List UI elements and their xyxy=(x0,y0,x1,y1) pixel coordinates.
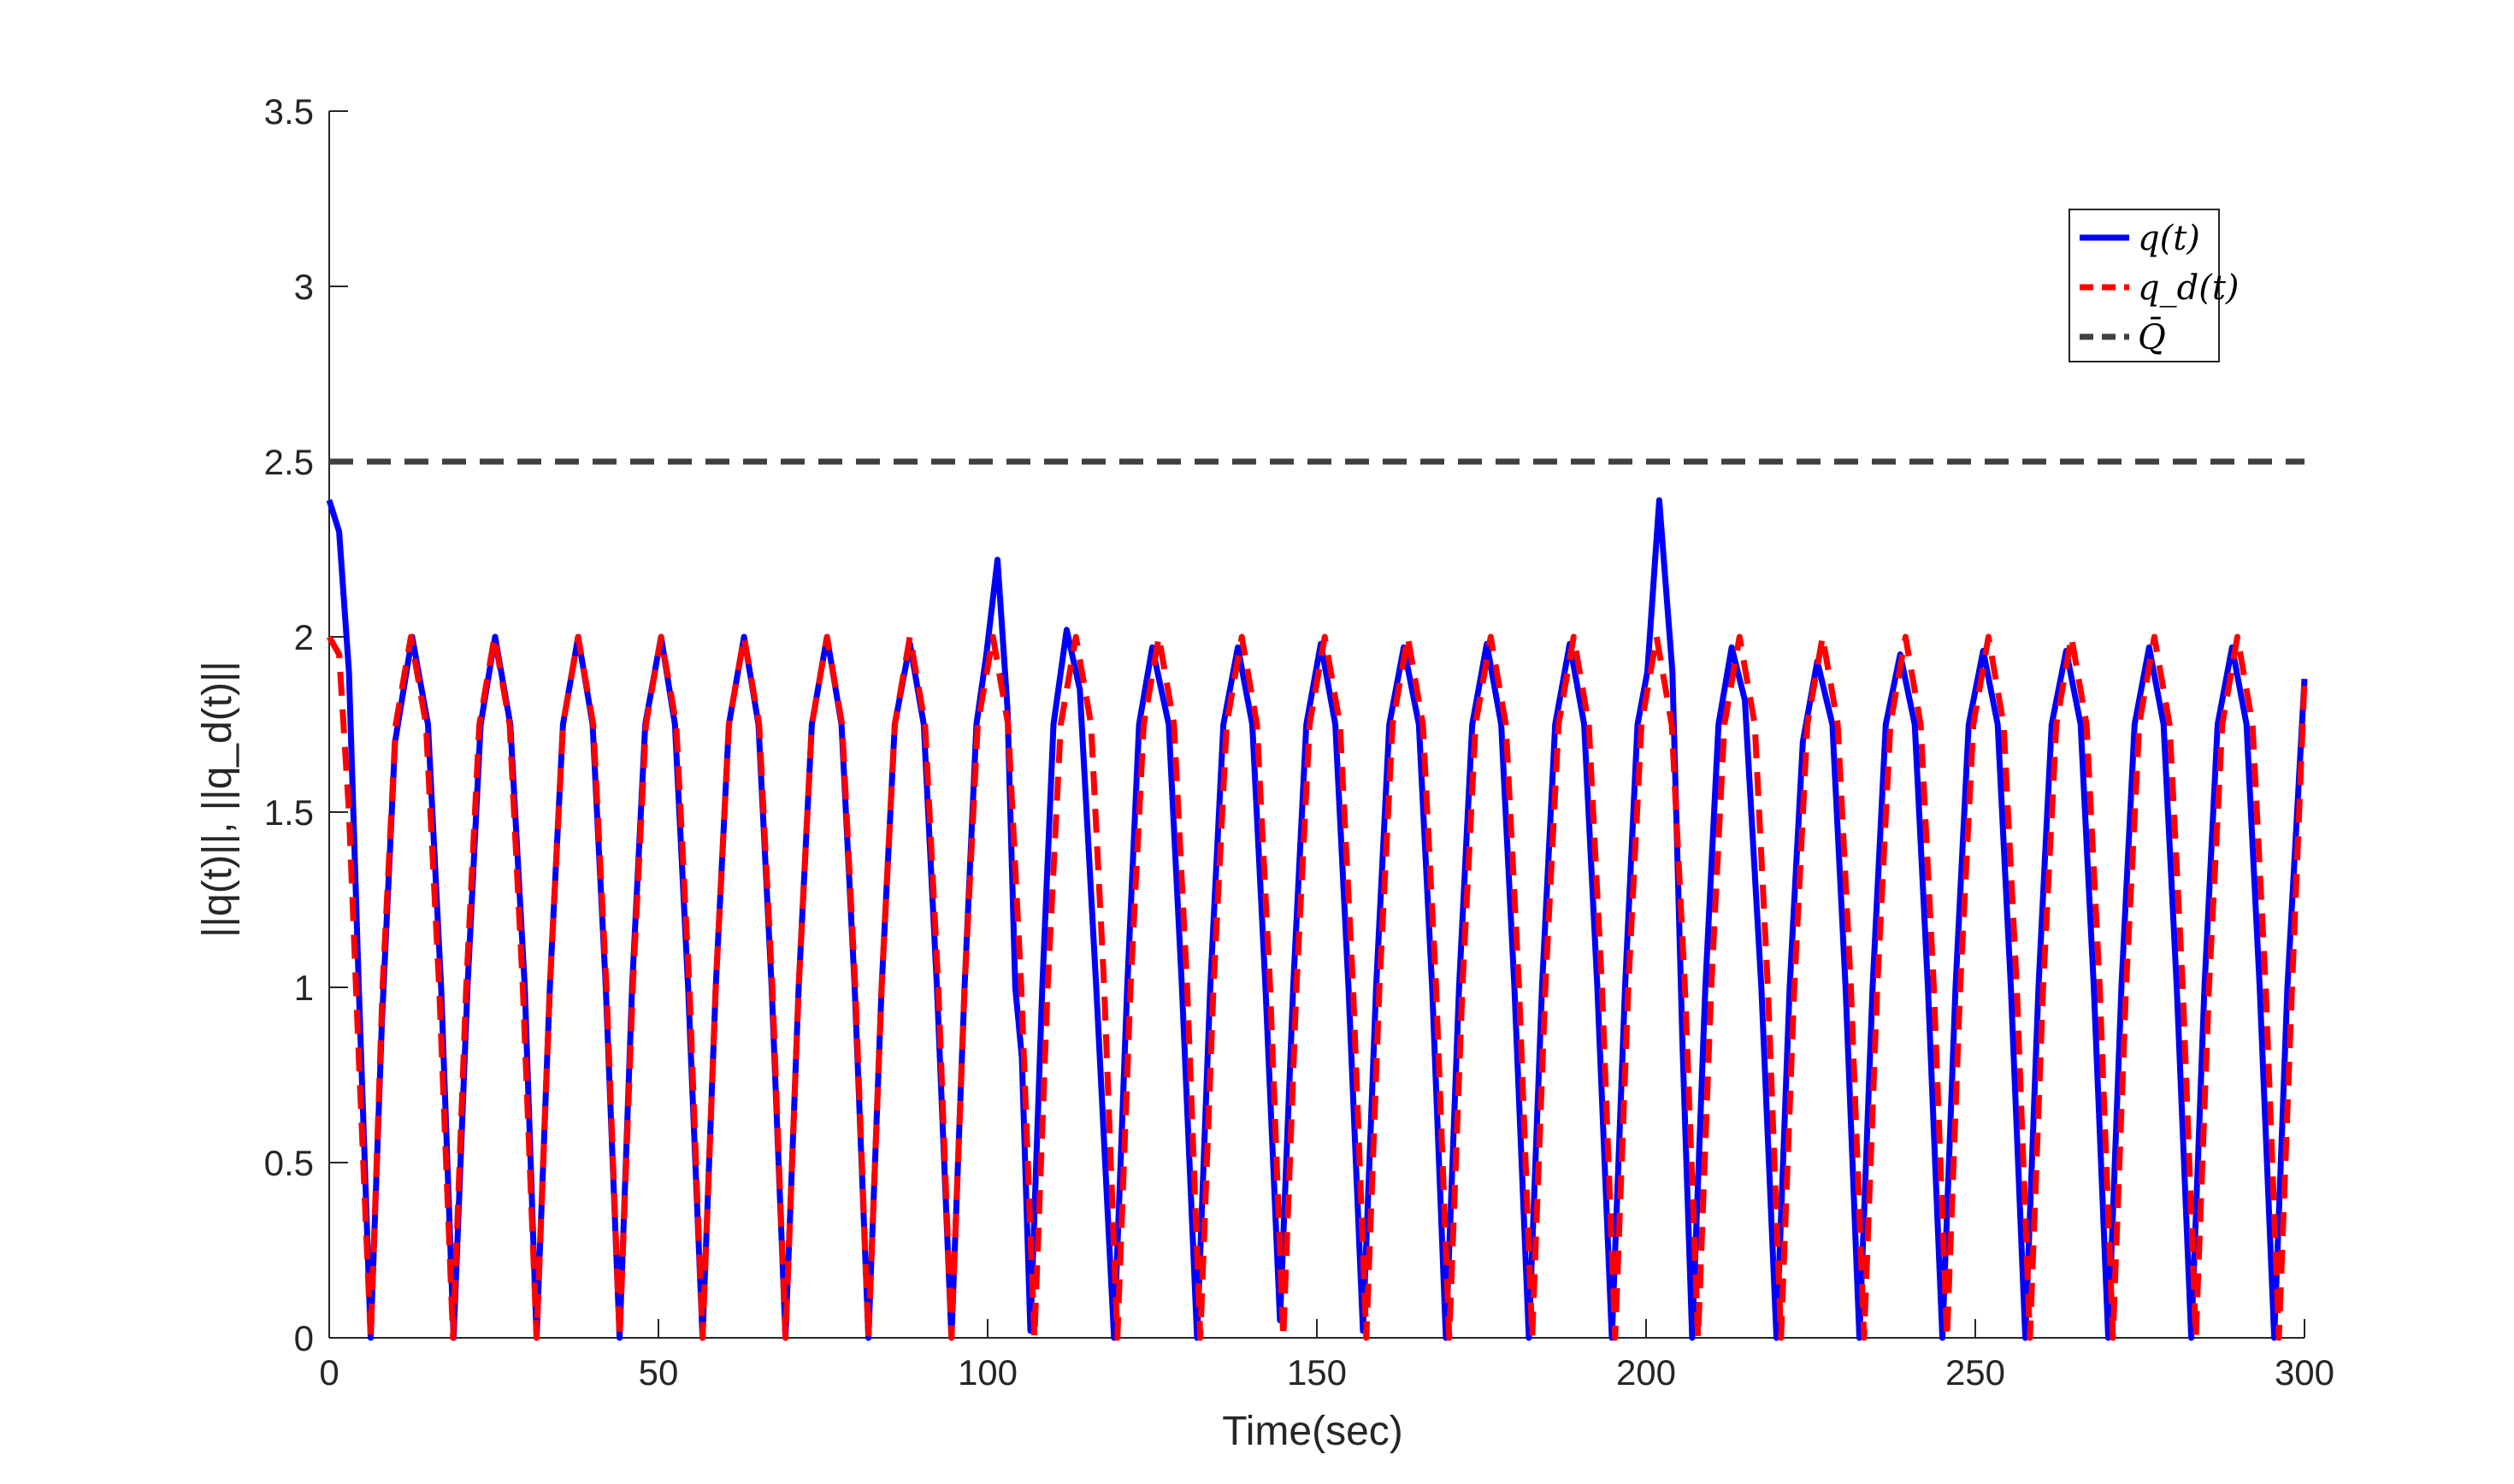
x-tick-label: 200 xyxy=(1616,1352,1676,1393)
y-tick-label: 2 xyxy=(294,617,314,657)
x-tick-label: 0 xyxy=(319,1352,339,1393)
y-tick-label: 0 xyxy=(294,1318,314,1358)
x-tick-label: 300 xyxy=(2275,1352,2334,1393)
x-tick-label: 100 xyxy=(958,1352,1018,1393)
y-axis-title: ||q(t)||, ||q_d(t)|| xyxy=(195,661,240,938)
legend: q(t) q_d(t) Q̄ xyxy=(2068,209,2240,362)
y-tick-label: 0.5 xyxy=(264,1143,314,1183)
y-tick-label: 1.5 xyxy=(264,792,314,833)
series-line-1 xyxy=(326,633,2308,1341)
y-tick-label: 3.5 xyxy=(264,91,314,132)
legend-label-q: q(t) xyxy=(2138,219,2200,258)
y-tick-label: 3 xyxy=(294,267,314,307)
x-tick-label: 150 xyxy=(1287,1352,1347,1393)
legend-label-qbar: Q̄ xyxy=(2138,317,2166,357)
series-layer xyxy=(326,458,2308,1341)
y-tick-label: 2.5 xyxy=(264,442,314,482)
legend-label-qd: q_d(t) xyxy=(2138,268,2240,308)
x-axis-title: Time(sec) xyxy=(1222,1409,1403,1454)
x-tick-label: 50 xyxy=(639,1352,679,1393)
x-tick-label: 250 xyxy=(1945,1352,2005,1393)
axes: 0 50 100 150 200 250 300 0 0.5 1 1.5 2 2.5 3 3.5 xyxy=(264,91,2334,1393)
y-tick-label: 1 xyxy=(294,968,314,1008)
